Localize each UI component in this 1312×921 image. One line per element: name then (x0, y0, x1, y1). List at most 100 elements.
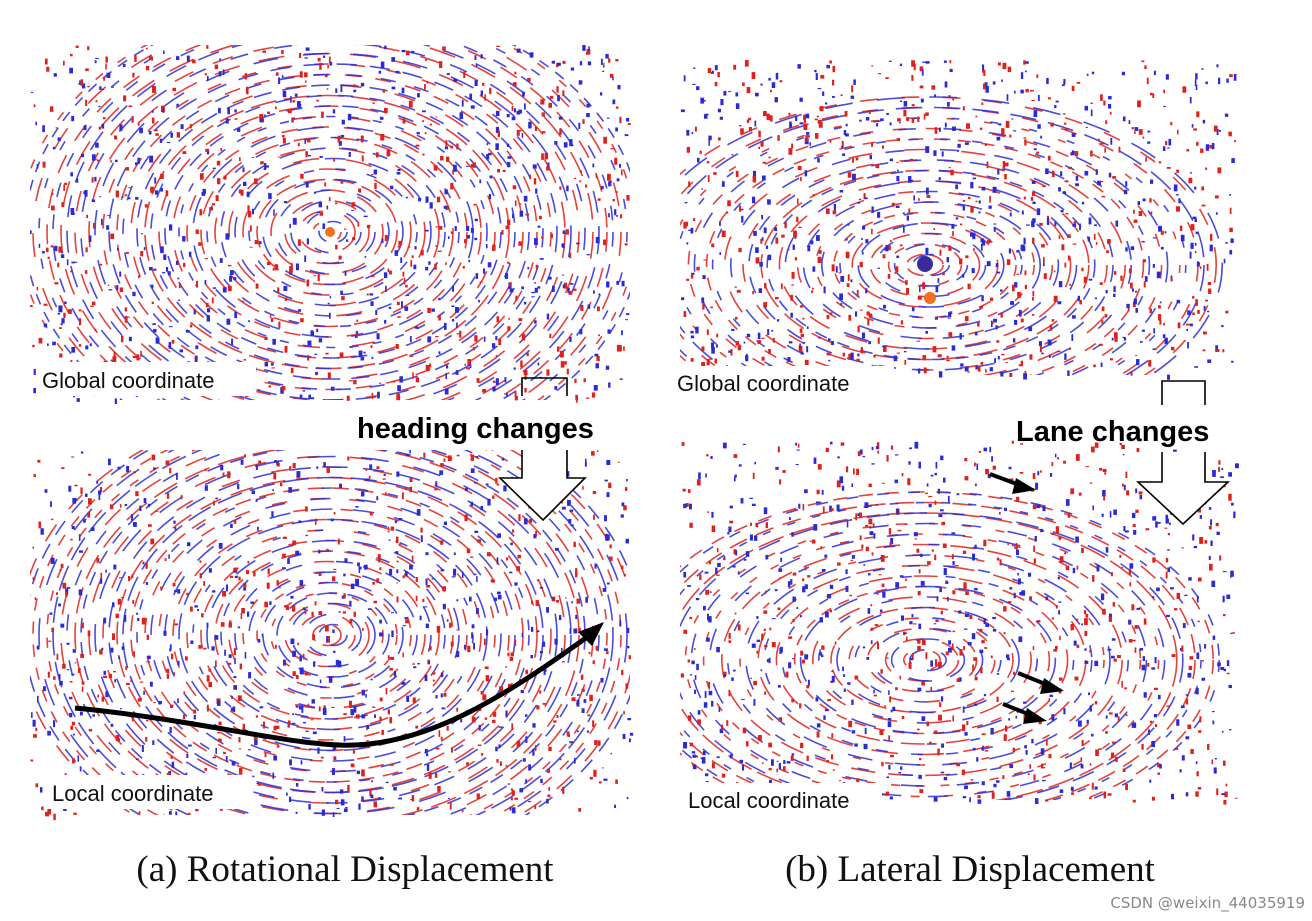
cloud-mark (344, 807, 348, 809)
cloud-mark (206, 675, 210, 682)
cloud-mark (609, 556, 613, 561)
cloud-mark (1114, 337, 1118, 342)
cloud-mark (968, 196, 971, 200)
cloud-mark (947, 596, 949, 602)
cloud-mark (209, 207, 214, 211)
cloud-mark (561, 506, 566, 510)
cloud-mark (344, 270, 347, 276)
cloud-mark (965, 255, 969, 259)
cloud-mark (1202, 659, 1204, 662)
cloud-mark (945, 651, 949, 656)
cloud-mark (1089, 650, 1092, 653)
cloud-mark (559, 758, 562, 761)
cloud-mark (979, 305, 983, 309)
cloud-mark (1201, 204, 1206, 207)
cloud-mark (689, 522, 693, 528)
cloud-mark (1226, 660, 1230, 667)
cloud-mark (755, 247, 759, 253)
cloud-mark (319, 212, 324, 216)
cloud-mark (708, 560, 711, 565)
cloud-mark (724, 148, 1126, 375)
cloud-mark (274, 106, 277, 110)
cloud-mark (278, 321, 281, 329)
cloud-mark (810, 240, 814, 245)
cloud-mark (975, 365, 979, 370)
cloud-mark (290, 638, 295, 645)
cloud-mark (1004, 162, 1009, 167)
cloud-mark (1063, 113, 1066, 115)
cloud-mark (723, 90, 727, 96)
cloud-mark (1216, 128, 1219, 136)
cloud-mark (72, 497, 77, 504)
cloud-mark (727, 200, 731, 207)
cloud-mark (117, 466, 121, 470)
cloud-mark (833, 211, 1017, 319)
label-bg (672, 366, 894, 400)
cloud-mark (40, 528, 44, 535)
cloud-mark (282, 567, 286, 569)
cloud-mark (238, 768, 243, 775)
cloud-mark (273, 472, 277, 480)
cloud-mark (319, 679, 322, 684)
cloud-mark (1128, 268, 1132, 274)
cloud-mark (918, 774, 922, 779)
cloud-mark (65, 591, 68, 597)
cloud-mark (1056, 457, 1060, 460)
cloud-mark (1090, 150, 1093, 157)
cloud-mark (125, 666, 128, 670)
cloud-mark (723, 674, 726, 677)
cloud-mark (1187, 672, 1192, 678)
cloud-mark (1188, 577, 1192, 581)
cloud-mark (289, 466, 292, 470)
cloud-mark (350, 583, 355, 590)
cloud-mark (1133, 298, 1137, 305)
cloud-mark (64, 182, 68, 186)
cloud-mark (65, 588, 69, 595)
cloud-mark (741, 208, 744, 211)
cloud-mark (703, 259, 707, 261)
cloud-mark (289, 759, 292, 766)
cloud-mark (483, 638, 486, 646)
cloud-mark (461, 99, 464, 107)
cloud-mark (610, 752, 613, 755)
cloud-mark (521, 286, 524, 290)
cloud-mark (1173, 184, 1178, 192)
cloud-mark (878, 574, 882, 576)
cloud-mark (151, 56, 154, 61)
cloud-mark (492, 711, 497, 717)
cloud-mark (799, 97, 803, 102)
cloud-mark (70, 207, 75, 214)
cloud-mark (776, 319, 780, 322)
cloud-mark (804, 489, 808, 494)
cloud-mark (778, 577, 782, 579)
cloud-mark (96, 480, 99, 484)
cloud-mark (518, 241, 523, 246)
cloud-mark (259, 115, 263, 123)
cloud-mark (368, 475, 371, 479)
cloud-mark (103, 76, 105, 81)
cloud-mark (536, 630, 540, 633)
cloud-mark (367, 608, 372, 610)
cloud-mark (452, 169, 454, 175)
cloud-mark (99, 196, 102, 198)
cloud-mark (69, 712, 73, 718)
cloud-mark (1006, 94, 1009, 101)
cloud-mark (1176, 129, 1179, 135)
cloud-mark (939, 587, 942, 593)
cloud-mark (777, 685, 781, 688)
cloud-mark (686, 278, 690, 281)
cloud-mark (1074, 151, 1079, 157)
cloud-mark (1113, 293, 1116, 298)
cloud-mark (351, 202, 356, 207)
cloud-mark (408, 246, 411, 248)
cloud-mark (242, 571, 412, 699)
cloud-mark (408, 100, 413, 108)
cloud-mark (422, 153, 425, 156)
cloud-mark (249, 246, 253, 248)
cloud-mark (1175, 194, 1179, 196)
cloud-mark (606, 492, 610, 498)
cloud-mark (962, 550, 967, 554)
cloud-mark (861, 252, 864, 255)
cloud-mark (304, 57, 308, 59)
cloud-mark (425, 364, 430, 372)
